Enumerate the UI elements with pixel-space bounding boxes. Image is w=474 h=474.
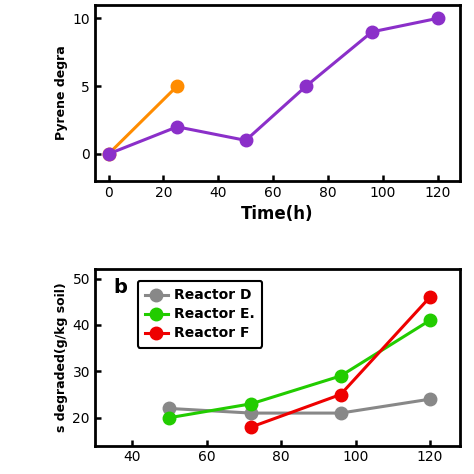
Line: Reactor D: Reactor D — [163, 393, 436, 419]
Reactor D — [338, 410, 344, 416]
Reactor E. — [166, 415, 172, 420]
Reactor E. — [427, 318, 433, 323]
Reactor E. — [248, 401, 254, 407]
Y-axis label: s degraded(g/kg soil): s degraded(g/kg soil) — [55, 283, 68, 432]
Reactor F — [427, 294, 433, 300]
Line: Reactor E.: Reactor E. — [163, 314, 436, 424]
Legend: Reactor D, Reactor E., Reactor F: Reactor D, Reactor E., Reactor F — [137, 281, 262, 348]
Text: b: b — [113, 278, 127, 297]
Reactor D — [166, 406, 172, 411]
X-axis label: Time(h): Time(h) — [241, 206, 313, 223]
Reactor D — [248, 410, 254, 416]
Line: Reactor F: Reactor F — [245, 291, 436, 433]
Reactor E. — [338, 373, 344, 379]
Reactor F — [248, 424, 254, 430]
Reactor D — [427, 396, 433, 402]
Y-axis label: Pyrene degra: Pyrene degra — [55, 46, 68, 140]
Reactor F — [338, 392, 344, 397]
